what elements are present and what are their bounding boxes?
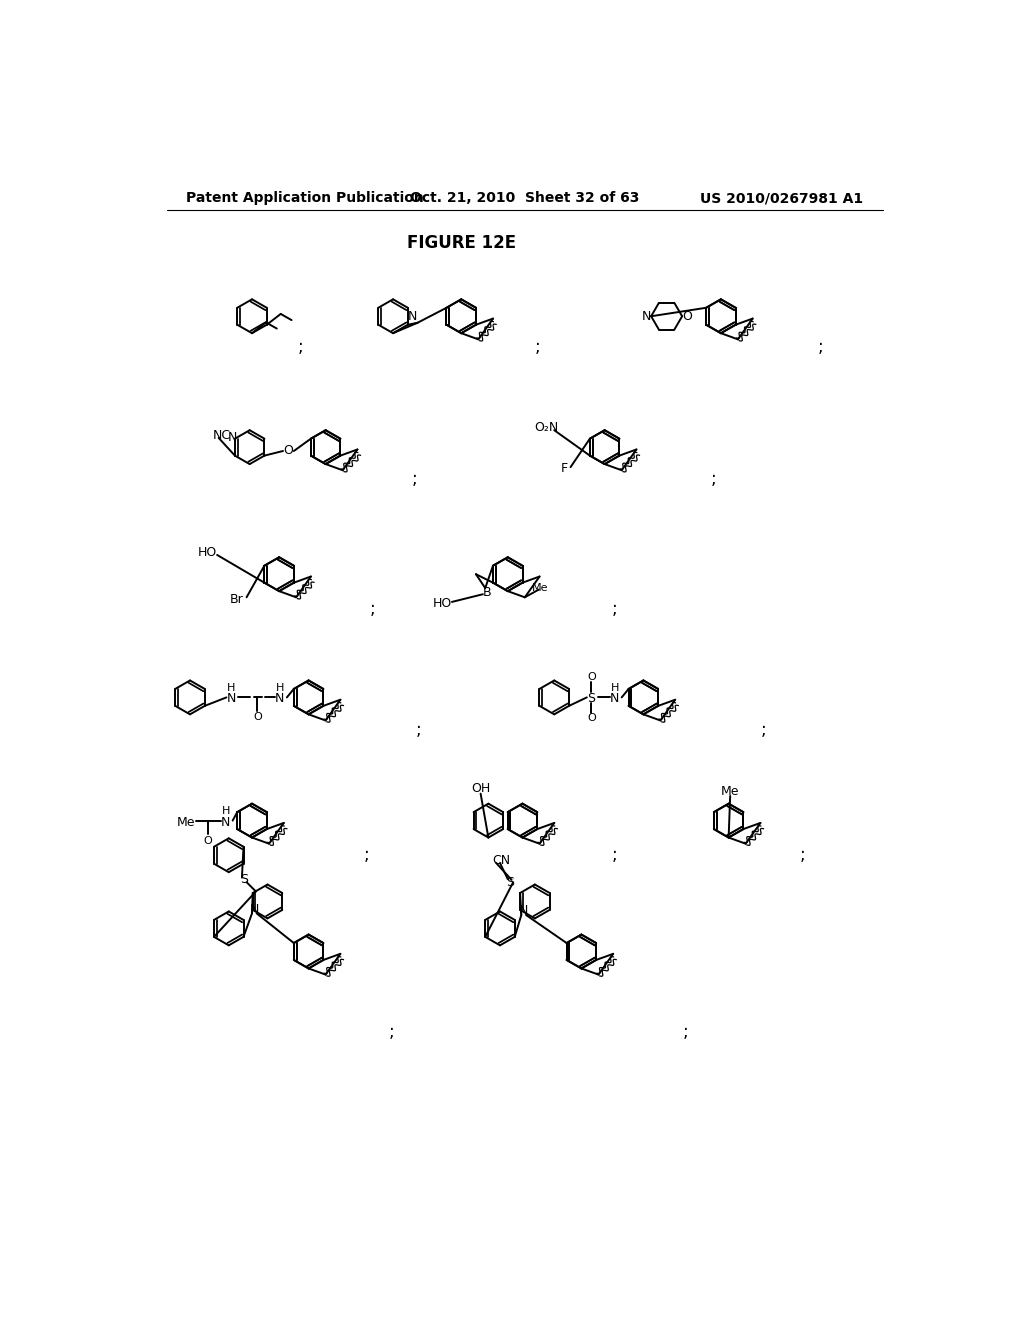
Text: N: N — [610, 693, 620, 705]
Text: H: H — [275, 684, 284, 693]
Text: ;: ; — [611, 599, 617, 618]
Text: Br: Br — [229, 593, 244, 606]
Text: ;: ; — [611, 846, 617, 865]
Text: O: O — [284, 445, 293, 458]
Text: O: O — [587, 713, 596, 723]
Text: ;: ; — [297, 338, 303, 356]
Text: ;: ; — [416, 721, 422, 739]
Text: Me: Me — [721, 785, 739, 797]
Text: HO: HO — [199, 546, 217, 560]
Text: ;: ; — [389, 1023, 394, 1041]
Text: N: N — [519, 904, 528, 917]
Text: O₂N: O₂N — [535, 421, 559, 434]
Text: H: H — [610, 684, 618, 693]
Text: ;: ; — [412, 470, 418, 488]
Text: O: O — [682, 310, 692, 323]
Text: Me: Me — [177, 816, 196, 829]
Text: NC: NC — [213, 429, 231, 442]
Text: OH: OH — [471, 781, 490, 795]
Text: HO: HO — [432, 597, 452, 610]
Text: ;: ; — [535, 338, 540, 356]
Text: N: N — [228, 430, 238, 444]
Text: H: H — [221, 807, 229, 816]
Text: O: O — [253, 713, 262, 722]
Text: ;: ; — [800, 846, 805, 865]
Text: ;: ; — [364, 846, 370, 865]
Text: US 2010/0267981 A1: US 2010/0267981 A1 — [700, 191, 863, 206]
Text: ;: ; — [761, 721, 766, 739]
Text: S: S — [241, 874, 248, 887]
Text: N: N — [409, 310, 418, 323]
Text: ;: ; — [817, 338, 823, 356]
Text: ;: ; — [370, 599, 375, 618]
Text: Patent Application Publication: Patent Application Publication — [186, 191, 424, 206]
Text: S: S — [588, 693, 595, 705]
Text: N: N — [642, 310, 651, 323]
Text: F: F — [561, 462, 568, 475]
Text: O: O — [587, 672, 596, 681]
Text: O: O — [204, 836, 212, 846]
Text: N: N — [221, 816, 230, 829]
Text: S: S — [506, 875, 514, 888]
Text: Me: Me — [532, 583, 549, 593]
Text: CN: CN — [493, 854, 510, 867]
Text: ;: ; — [683, 1023, 689, 1041]
Text: B: B — [482, 586, 492, 599]
Text: Oct. 21, 2010  Sheet 32 of 63: Oct. 21, 2010 Sheet 32 of 63 — [411, 191, 639, 206]
Text: N: N — [275, 693, 285, 705]
Text: N: N — [226, 693, 236, 705]
Text: FIGURE 12E: FIGURE 12E — [407, 234, 516, 252]
Text: N: N — [250, 903, 259, 916]
Text: H: H — [227, 684, 236, 693]
Text: ;: ; — [711, 470, 716, 488]
